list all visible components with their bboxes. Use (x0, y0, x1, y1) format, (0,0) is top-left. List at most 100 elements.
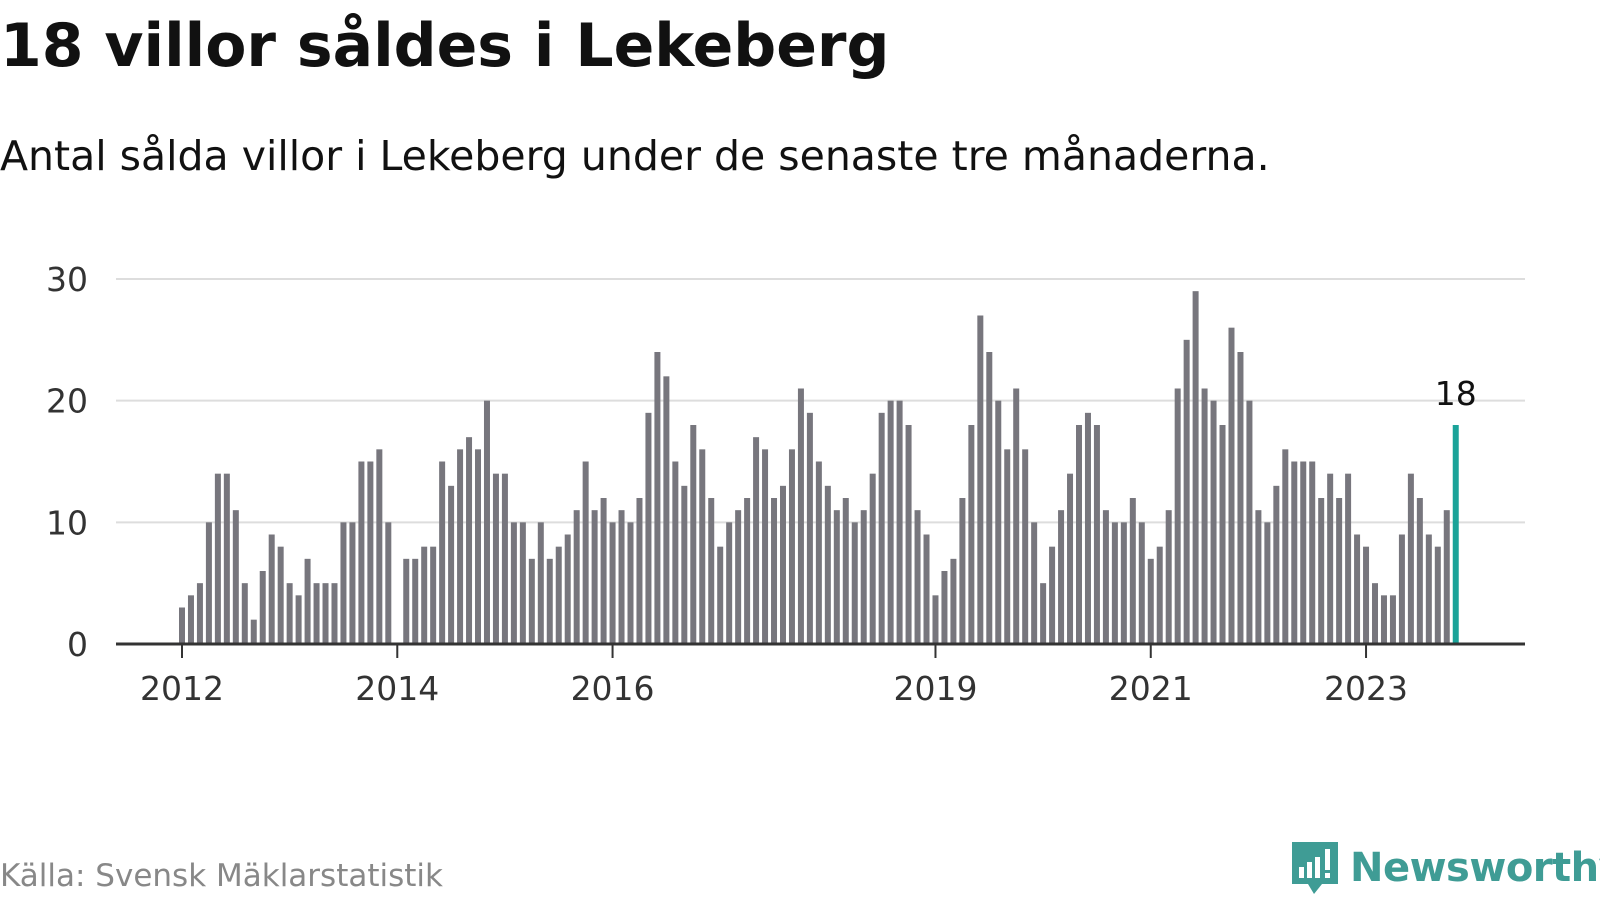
bar (179, 607, 185, 644)
chart-title: 18 villor såldes i Lekeberg (0, 11, 890, 81)
bar (1201, 388, 1208, 644)
bar (950, 558, 957, 644)
bar (1354, 534, 1361, 644)
bar (492, 473, 499, 644)
x-tick-label: 2023 (1324, 669, 1408, 708)
bar (1084, 412, 1091, 644)
bar (1228, 327, 1235, 644)
bar (1336, 498, 1343, 644)
bar (412, 558, 419, 644)
bar (986, 352, 993, 644)
bar (501, 473, 508, 644)
bar (448, 485, 455, 644)
bar (1282, 449, 1289, 644)
bar (528, 558, 535, 644)
bar (510, 522, 517, 644)
bar (385, 522, 392, 644)
bar (618, 510, 625, 644)
bar (573, 510, 580, 644)
data-label: 18 (1435, 374, 1477, 413)
bar (582, 461, 589, 644)
bar (851, 522, 858, 644)
bar (1318, 498, 1325, 644)
bar (1174, 388, 1181, 644)
bar (869, 473, 876, 644)
bar (457, 449, 464, 644)
bar (779, 485, 786, 644)
bar (1291, 461, 1298, 644)
bar (250, 619, 257, 644)
bar (483, 400, 490, 644)
x-tick-label: 2016 (571, 669, 655, 708)
y-tick-label: 20 (46, 382, 88, 421)
bar (1076, 425, 1082, 644)
bar (232, 510, 239, 644)
bar (313, 583, 320, 644)
bar (241, 583, 248, 644)
bar (223, 473, 230, 644)
bar (376, 449, 383, 644)
bar (277, 546, 284, 644)
bar (430, 546, 437, 644)
bar (519, 522, 526, 644)
source-text: Källa: Svensk Mäklarstatistik (0, 858, 443, 894)
bar (995, 400, 1002, 644)
bar (1300, 461, 1307, 644)
bar (860, 510, 867, 644)
bar (214, 473, 221, 644)
brand-name: Newsworthy (1350, 845, 1600, 891)
bar (1219, 425, 1226, 644)
bar (726, 522, 733, 644)
bar (1345, 473, 1352, 644)
bar (663, 376, 670, 644)
bar (1013, 388, 1020, 644)
bar (1407, 473, 1414, 644)
bar (1363, 546, 1370, 644)
bar (627, 522, 634, 644)
newsworthy-logo-icon (1292, 842, 1338, 894)
bar (968, 425, 975, 644)
bar (403, 558, 410, 644)
bar (358, 461, 365, 644)
bar (349, 522, 356, 644)
bar (762, 449, 769, 644)
bar (932, 595, 939, 644)
bar (196, 583, 203, 644)
bar (1255, 510, 1262, 644)
bar (546, 558, 553, 644)
bar (600, 498, 607, 644)
bar (717, 546, 724, 644)
x-tick-label: 2012 (140, 669, 224, 708)
bar (340, 522, 347, 644)
bar (591, 510, 598, 644)
bar (367, 461, 374, 644)
bar (322, 583, 329, 644)
bar (1067, 473, 1074, 644)
bar (824, 485, 831, 644)
bar (788, 449, 795, 644)
bar (815, 461, 822, 644)
bar (672, 461, 679, 644)
bar (304, 558, 311, 644)
bar (1040, 583, 1047, 644)
bar (295, 595, 302, 644)
bar (475, 449, 482, 644)
bar (331, 583, 338, 644)
bar (842, 498, 849, 644)
bar (1031, 522, 1038, 644)
bar (439, 461, 446, 644)
y-tick-label: 30 (46, 260, 88, 299)
bar (537, 522, 544, 644)
bar (833, 510, 840, 644)
bar (941, 571, 948, 644)
bar (959, 498, 966, 644)
bar (1264, 522, 1271, 644)
bar (1434, 546, 1441, 644)
bar (878, 412, 885, 644)
bar (187, 595, 194, 644)
bar (1049, 546, 1056, 644)
bar (1022, 449, 1029, 644)
bar (1183, 339, 1190, 644)
bar (1246, 400, 1253, 644)
bar (1111, 522, 1118, 644)
